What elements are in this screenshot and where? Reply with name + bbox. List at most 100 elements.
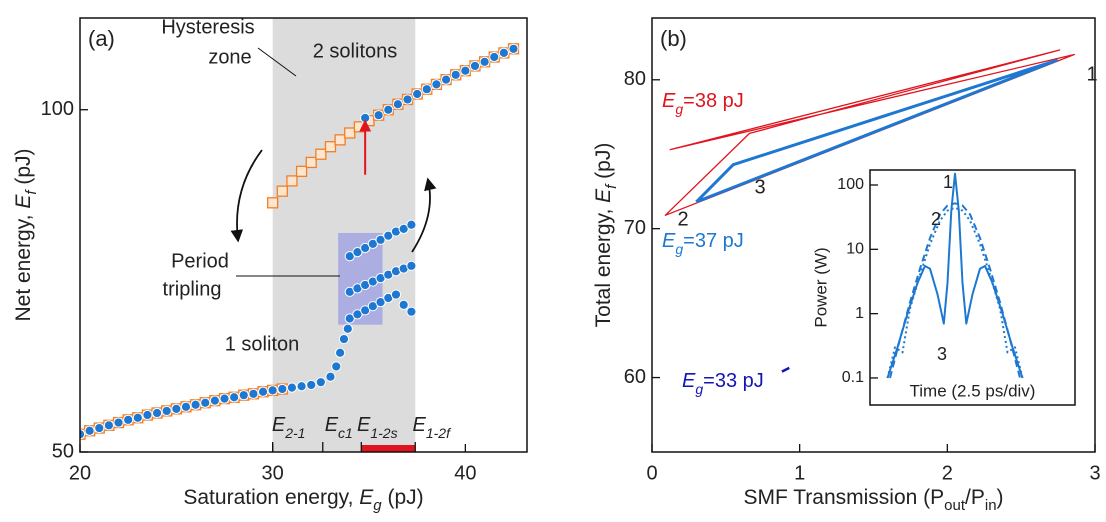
highlight-bar [361,445,416,452]
marker-circle [171,403,182,414]
series-label-part: g [675,101,683,117]
series-label-part: E [662,230,676,252]
marker-circle [412,88,423,100]
annotation: 2 solitons [313,40,398,62]
curve-label: 2 [931,209,941,229]
plot-area [664,49,1075,373]
series-label: Eg=38 pJ [662,90,744,116]
y-axis-title: Total energy, Ef (pJ) [592,143,621,328]
data-line [889,202,1021,379]
marker-circle [460,65,471,76]
series-label-part: g [675,241,683,257]
marker-circle [390,289,402,300]
marker-circle [367,238,378,249]
marker-circle [367,301,378,312]
curved-arrow [411,177,437,253]
marker-circle [113,417,124,428]
series-label-part: =37 pJ [683,230,744,252]
marker-circle [406,219,417,230]
frame [869,169,1076,406]
x-tick-label: 2 [942,462,953,484]
marker-square [344,127,356,139]
x-marker-label: E1-2f [413,414,453,440]
frame [651,17,1096,453]
marker-circle [406,306,417,317]
y-axis-title-part: Net energy, [12,209,35,322]
annotation: 1 soliton [225,333,300,355]
marker-circle [498,47,509,59]
marker-circle [286,382,298,393]
marker-circle [375,234,386,245]
marker-square [305,156,317,169]
marker-circle [383,104,394,115]
marker-circle [360,112,371,124]
y-tick-label: 80 [624,68,646,90]
marker-circle [440,74,452,85]
marker-circle [450,69,461,80]
y-tick-label: 70 [624,217,646,239]
marker-circle [344,313,355,324]
marker-circle [431,79,442,90]
x-marker-label: E1-2s [357,414,398,440]
x-axis-title-part: Saturation energy, [183,486,359,509]
y-tick-label: 100 [41,98,74,120]
plot-area [80,43,520,440]
marker-circle [383,230,394,241]
x-axis-title-part: (pJ) [382,486,424,509]
marker-circle [209,395,220,406]
x-axis-title: SMF Transmission (Pout/Pin) [743,486,1003,515]
series-label-part: E [682,370,696,392]
marker-square [267,197,279,209]
marker-circle [344,251,355,262]
marker-circle [469,60,481,72]
marker-circle [296,381,307,392]
data-line [664,49,1075,216]
marker-circle [151,407,163,419]
marker-circle [392,99,404,110]
marker-square [353,121,366,133]
marker-circle [338,333,350,345]
y-axis-title-part: f [603,183,620,189]
marker-square [324,141,337,153]
x-axis-title-part: out [944,497,966,514]
marker-circle [200,397,211,408]
y-axis-title-part: E [12,194,35,209]
marker-circle [352,247,363,258]
marker-circle [342,323,353,334]
marker-circle [398,299,409,310]
data-line [886,206,1024,379]
marker-circle [360,305,371,316]
x-marker-label-part: 1-2s [370,425,397,441]
point-label: 1 [1086,63,1097,85]
marker-circle [373,110,384,121]
curved-arrow [230,149,263,243]
series-label-part: =33 pJ [703,370,764,392]
y-axis-title-part: f [23,189,40,195]
x-axis-title-part: ) [997,486,1004,509]
x-tick-label: 3 [1089,462,1100,484]
marker-circle [84,425,95,436]
frame [79,17,528,453]
x-axis-title: Time (2.5 ps/div) [910,381,1036,400]
marker-circle [306,379,317,391]
marker-circle [277,383,288,395]
leader-line [257,47,297,77]
marker-circle [331,361,342,372]
x-marker-label-part: 1-2f [426,425,452,441]
annotation: tripling [163,278,222,300]
marker-circle [267,385,278,396]
data-line [886,172,1024,379]
marker-circle [402,94,413,105]
y-axis-title: Net energy, Ef (pJ) [12,148,41,321]
marker-circle [315,377,326,388]
x-axis-title-part: in [985,497,997,514]
plot-area [886,172,1024,379]
y-axis-title-part: E [592,188,615,203]
y-axis-title-part: (pJ) [592,143,615,185]
x-tick-label: 40 [454,462,476,484]
x-tick-label: 0 [646,462,657,484]
x-axis-title-part: E [359,486,374,509]
marker-circle [325,371,336,382]
marker-circle [360,242,371,254]
y-tick-label: 50 [52,440,74,462]
